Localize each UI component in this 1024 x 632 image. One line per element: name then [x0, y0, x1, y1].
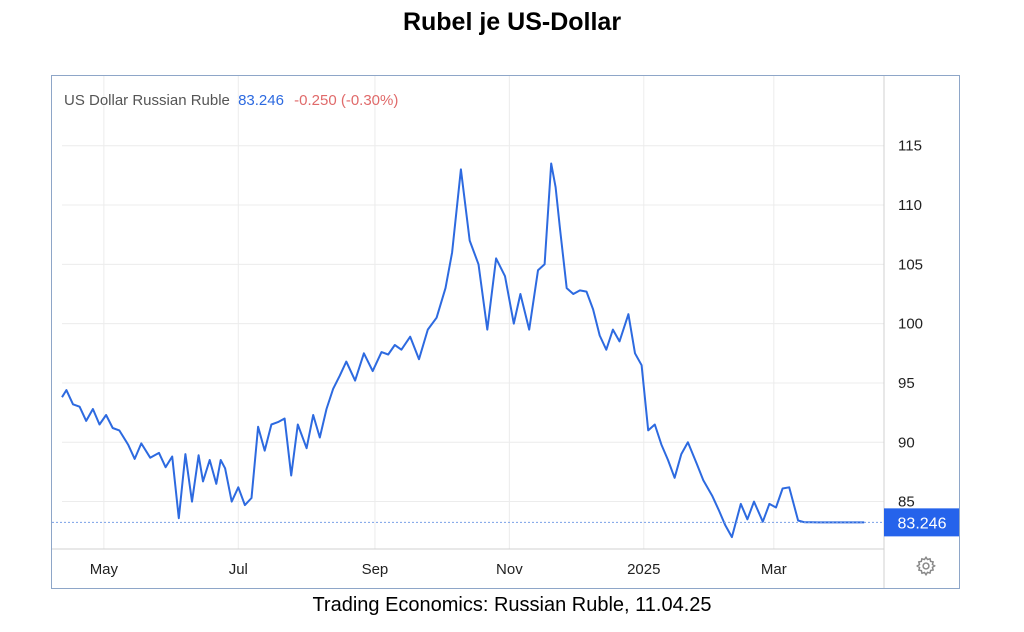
x-tick-label: Sep: [362, 561, 389, 578]
x-tick-label: Jul: [229, 561, 248, 578]
y-tick-label: 85: [898, 494, 915, 511]
series-name: US Dollar Russian Ruble: [64, 92, 230, 109]
y-tick-label: 100: [898, 316, 923, 333]
gear-icon[interactable]: [915, 555, 937, 577]
x-tick-label: May: [90, 561, 119, 578]
x-tick-label: Nov: [496, 561, 523, 578]
series-last-value: 83.246: [238, 92, 284, 109]
y-tick-label: 105: [898, 256, 923, 273]
last-value-tag: [884, 508, 959, 537]
chart-legend: US Dollar Russian Ruble 83.246 -0.250 (-…: [64, 92, 398, 109]
chart-caption: Trading Economics: Russian Ruble, 11.04.…: [312, 594, 712, 616]
series-line: [61, 162, 865, 539]
y-tick-label: 115: [898, 138, 922, 155]
x-tick-label: 2025: [627, 561, 660, 578]
y-tick-label: 95: [898, 375, 915, 392]
last-value-tag-label: 83.246: [898, 515, 947, 532]
series-change: -0.250 (-0.30%): [294, 92, 399, 109]
y-tick-label: 110: [898, 197, 922, 214]
line-chart[interactable]: 85 90 95 100 105 110 115 May Jul Sep Nov 2025 Mar 83.…: [52, 76, 959, 588]
x-tick-label: Mar: [761, 561, 787, 578]
page-title: Rubel je US-Dollar: [402, 8, 622, 36]
chart-frame: 85 90 95 100 105 110 115 May Jul Sep Nov 2025 Mar 83.…: [51, 75, 960, 589]
y-tick-label: 90: [898, 434, 915, 451]
